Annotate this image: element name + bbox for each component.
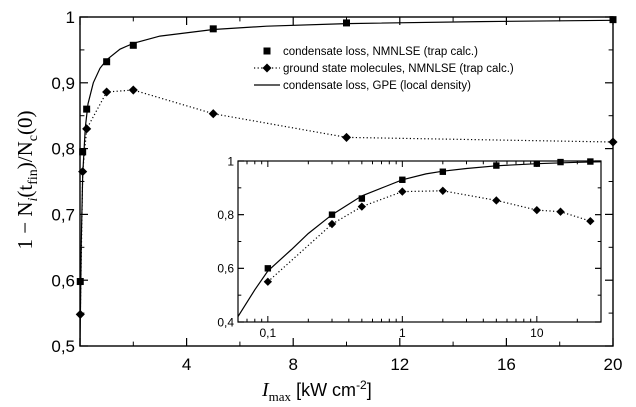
inset-background [238, 160, 601, 323]
y-tick-label: 1 [227, 154, 234, 168]
x-tick-label: 10 [530, 326, 544, 340]
square-marker [103, 58, 111, 66]
y-tick-label: 0,6 [217, 262, 234, 276]
y-tick-label: 0,8 [217, 208, 234, 222]
diamond-marker [492, 196, 501, 205]
diamond-marker [398, 187, 407, 196]
square-marker [129, 41, 137, 49]
y-tick-label: 0,8 [51, 140, 75, 159]
square-marker [83, 105, 91, 113]
x-tick-label: 20 [604, 355, 623, 374]
inset-axes: 0,4 0,6 0,8 1 0,1 1 10 [217, 154, 602, 340]
square-marker [264, 265, 272, 272]
square-marker [557, 158, 564, 166]
x-tick-label: 8 [288, 355, 297, 374]
diamond-marker [532, 205, 541, 215]
y-axis-label: 1 − Ni(tfin)/Nc(0) [13, 110, 41, 249]
diamond-marker [128, 85, 138, 95]
y-tick-label: 0,9 [51, 74, 75, 93]
diamond-marker [608, 137, 618, 147]
diamond-marker [102, 87, 112, 97]
square-marker [343, 19, 350, 27]
x-axis-label: Imax [kW cm-2] [261, 378, 372, 404]
diamond-marker [263, 277, 272, 286]
y-tick-label: 0,7 [51, 206, 75, 225]
diamond-marker [327, 219, 337, 229]
square-marker [609, 16, 617, 24]
diamond-marker [341, 132, 352, 142]
legend-label-condensate-nmnlse: condensate loss, NMNLSE (trap calc.) [283, 46, 478, 58]
square-marker [209, 25, 217, 33]
x-tick-label: 16 [497, 355, 516, 374]
diamond-marker [357, 202, 367, 211]
x-tick-label: 0,1 [259, 326, 276, 340]
legend-marker-square [263, 47, 271, 55]
y-tick-label: 0,4 [217, 315, 234, 329]
legend-label-ground-state: ground state molecules, NMNLSE (trap cal… [283, 63, 514, 75]
diamond-marker [82, 124, 92, 134]
series-line-1 [267, 190, 591, 283]
diamond-marker [438, 186, 447, 195]
legend-marker-diamond [262, 63, 272, 73]
legend-label-condensate-gpe: condensate loss, GPE (local density) [283, 80, 471, 92]
series-line-1 [79, 89, 614, 315]
x-tick-label: 12 [390, 355, 409, 374]
diamond-marker [208, 109, 218, 119]
y-tick-label: 1 [66, 8, 75, 27]
series-line-2 [79, 19, 614, 347]
diamond-marker [586, 216, 595, 226]
inset-series-layer [237, 158, 602, 317]
x-tick-label: 4 [182, 355, 191, 374]
series-line-2 [237, 161, 602, 317]
square-marker [79, 148, 87, 156]
diamond-marker [556, 207, 565, 216]
y-tick-label: 0,5 [51, 337, 75, 356]
y-tick-label: 0,6 [51, 271, 75, 290]
main-series-layer [75, 16, 618, 347]
square-marker [358, 195, 366, 202]
x-tick-label: 1 [399, 326, 406, 340]
legend: condensate loss, NMNLSE (trap calc.) gro… [254, 46, 514, 92]
